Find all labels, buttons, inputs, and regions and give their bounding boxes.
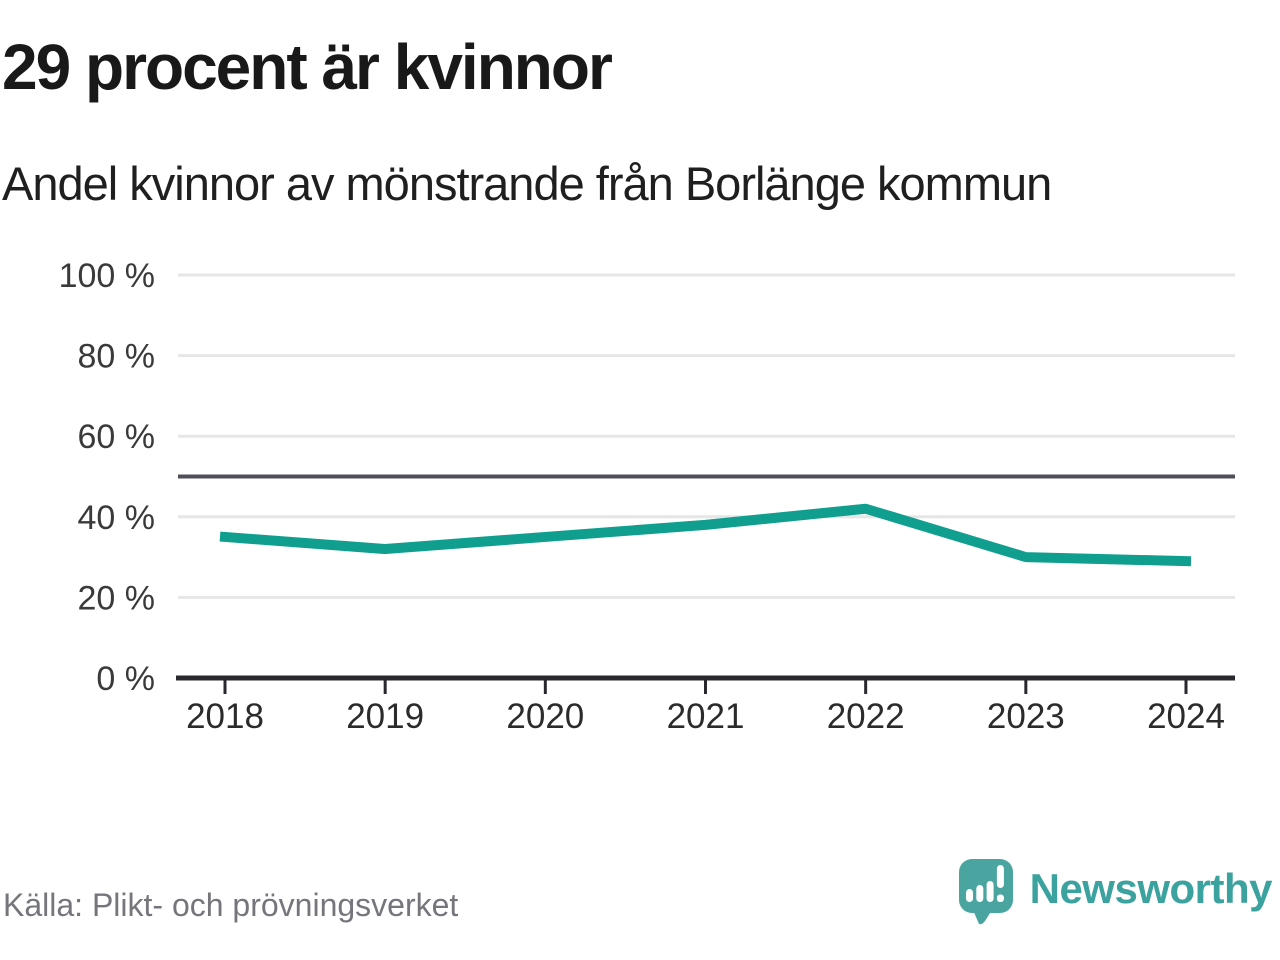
newsworthy-logo: Newsworthy bbox=[958, 858, 1273, 928]
x-axis-tick-label: 2018 bbox=[186, 697, 264, 736]
x-axis-tick-label: 2021 bbox=[667, 697, 745, 736]
x-axis-tick-label: 2022 bbox=[827, 697, 905, 736]
y-axis-tick-label: 0 % bbox=[96, 660, 155, 698]
newsworthy-logo-icon bbox=[958, 859, 1013, 925]
source-note: Källa: Plikt- och prövningsverket bbox=[3, 887, 459, 923]
chart-title: 29 procent är kvinnor bbox=[2, 31, 613, 103]
x-axis-tick-label: 2023 bbox=[987, 697, 1065, 736]
y-axis-tick-label: 20 % bbox=[78, 579, 156, 617]
y-axis-tick-label: 80 % bbox=[78, 338, 156, 376]
x-axis-tick-label: 2020 bbox=[506, 697, 584, 736]
y-axis-tick-label: 100 % bbox=[59, 257, 155, 295]
line-chart-svg: 0 % 20 % 40 % 60 % 80 % 100 % 2018 2019 2020 2021… bbox=[59, 257, 1235, 736]
data-line-andel-kvinnor bbox=[219, 503, 1192, 567]
y-axis-tick-label: 60 % bbox=[78, 418, 156, 456]
x-axis-tick-label: 2024 bbox=[1147, 697, 1225, 736]
newsworthy-wordmark: Newsworthy bbox=[1029, 865, 1273, 912]
x-axis-tick-label: 2019 bbox=[346, 697, 424, 736]
y-axis-tick-label: 40 % bbox=[78, 499, 156, 537]
chart-subtitle: Andel kvinnor av mönstrande från Borläng… bbox=[2, 157, 1052, 210]
